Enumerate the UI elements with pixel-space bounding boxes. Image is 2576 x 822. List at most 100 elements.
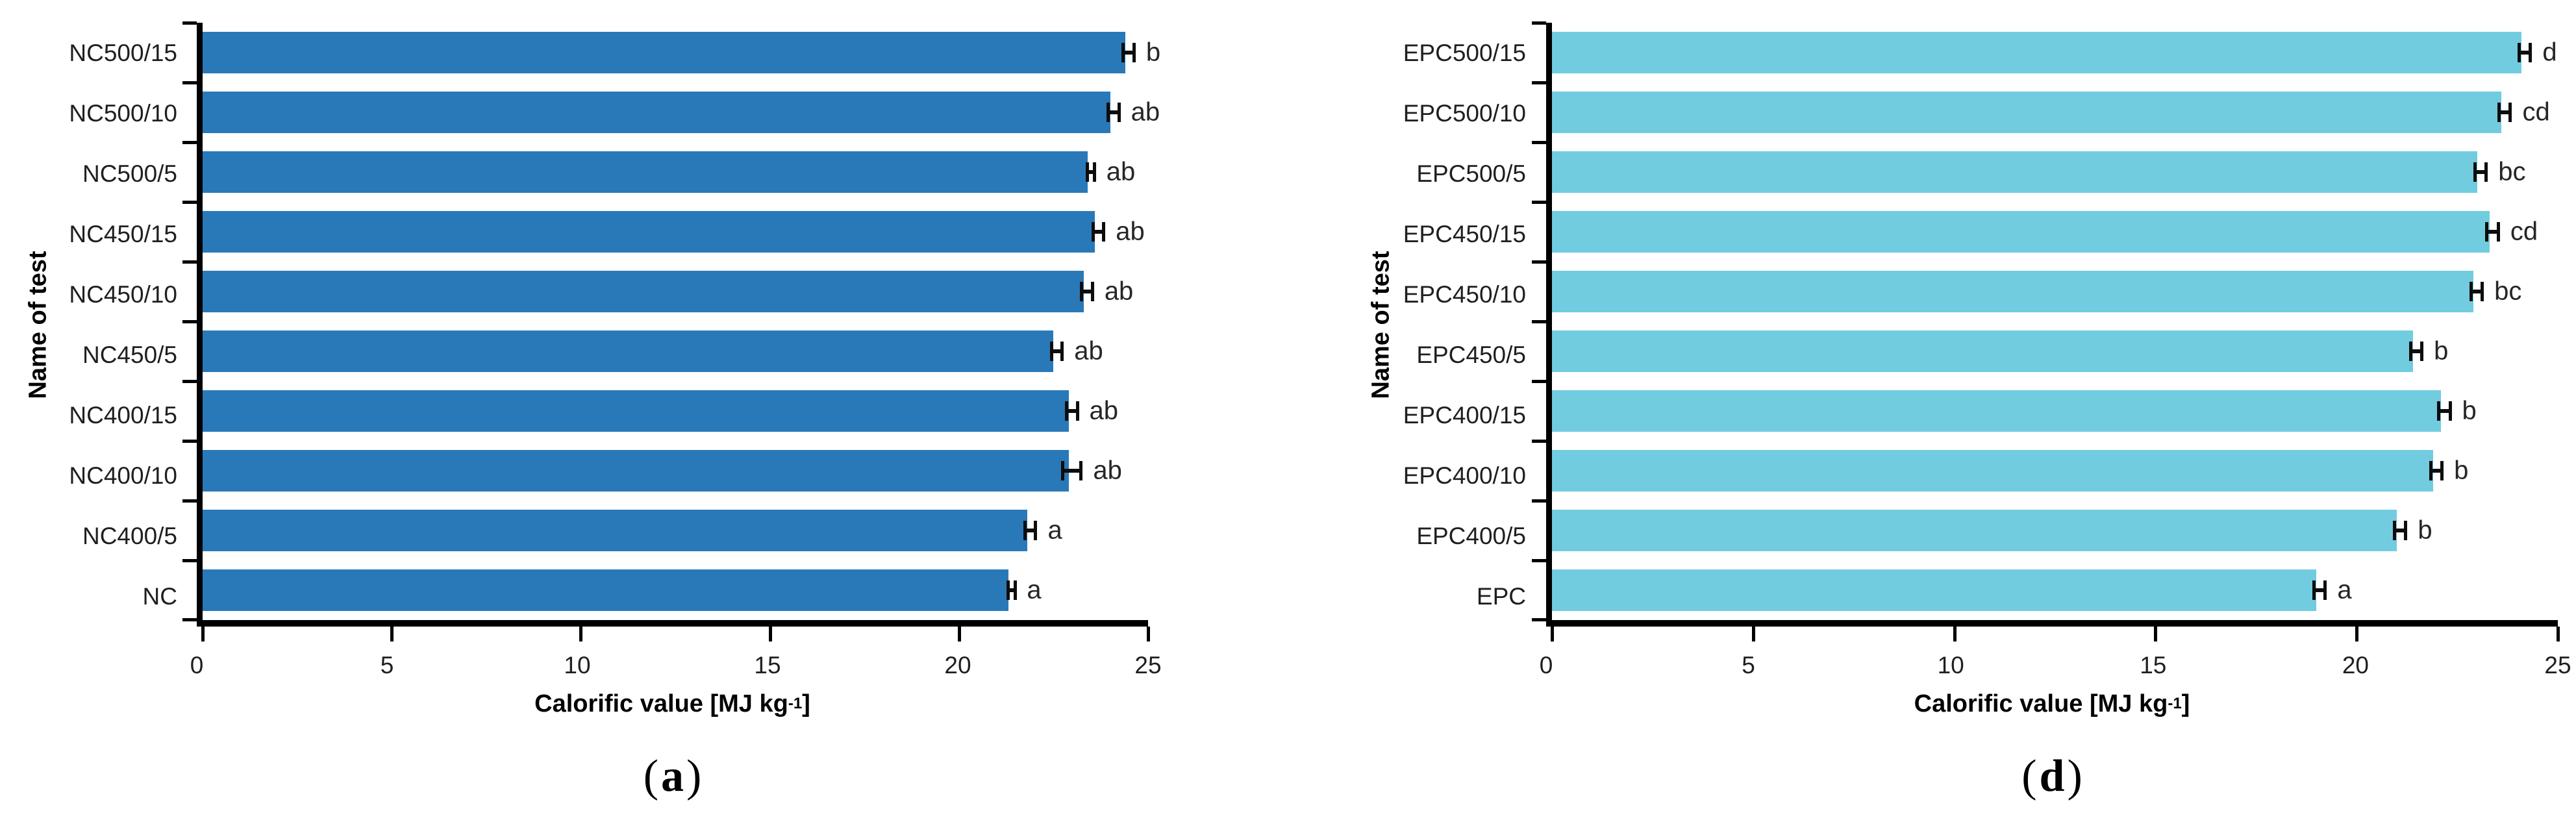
x-axis-tick xyxy=(2557,627,2560,641)
error-bar xyxy=(1023,521,1038,540)
y-axis-tick xyxy=(182,201,197,204)
category-label: NC xyxy=(142,582,177,610)
data-bar xyxy=(1552,210,2490,253)
x-axis-tick xyxy=(1551,627,1554,641)
x-tick-label: 20 xyxy=(944,652,971,679)
x-axis-tick xyxy=(2154,627,2158,641)
x-tick-label: 15 xyxy=(2140,652,2167,679)
panel-caption-a: (a) xyxy=(197,739,1148,814)
bar-row: ab xyxy=(203,441,1148,501)
significance-letter: cd xyxy=(2510,217,2538,246)
x-tick-label: 10 xyxy=(564,652,591,679)
data-bar xyxy=(1552,91,2502,134)
significance-letter: ab xyxy=(1093,456,1122,485)
data-bar xyxy=(203,569,1008,612)
x-axis-title-a: Calorific value [MJ kg -1] xyxy=(534,690,810,717)
y-axis-tick xyxy=(1532,499,1546,503)
x-axis-tick xyxy=(201,627,205,641)
x-axis-title-main-d: Calorific value [MJ kg xyxy=(1914,690,2168,717)
category-label: NC450/10 xyxy=(69,280,177,308)
data-bar xyxy=(203,91,1110,134)
y-axis-tick xyxy=(182,559,197,562)
x-tick-label: 20 xyxy=(2342,652,2369,679)
x-axis-tick xyxy=(1953,627,1957,641)
category-label: EPC500/15 xyxy=(1403,39,1526,66)
bar-row: ab xyxy=(203,82,1160,142)
bar-row: b xyxy=(203,23,1160,82)
error-bar xyxy=(2408,342,2424,361)
bar-row: ab xyxy=(203,202,1148,262)
significance-letter: ab xyxy=(1106,157,1136,186)
y-axis-tick xyxy=(1532,320,1546,323)
data-bar xyxy=(203,210,1095,253)
significance-letter: b xyxy=(2434,336,2449,366)
bar-row: cd xyxy=(1552,82,2558,142)
plot-area-a: b ab ab ab ab ab ab ab a a xyxy=(182,21,1160,641)
significance-letter: bc xyxy=(2494,277,2522,306)
significance-letter: d xyxy=(2542,38,2557,67)
significance-letter: b xyxy=(1145,38,1161,67)
x-tick-label: 25 xyxy=(2544,652,2571,679)
y-axis-tick xyxy=(182,21,197,25)
y-axis-tick xyxy=(1532,440,1546,443)
category-label: NC450/5 xyxy=(82,341,177,368)
panel-caption-d: (d) xyxy=(1546,739,2558,814)
data-bar xyxy=(1552,569,2317,612)
error-bar xyxy=(2518,43,2532,62)
error-bar xyxy=(1091,222,1106,242)
bar-row: b xyxy=(1552,441,2558,501)
bar-row: ab xyxy=(203,142,1148,202)
bar-row: a xyxy=(203,501,1148,560)
x-axis-tick xyxy=(768,627,772,641)
error-bar xyxy=(2473,162,2488,182)
bar-row: b xyxy=(1552,501,2558,560)
significance-letter: ab xyxy=(1116,217,1145,246)
error-bar xyxy=(1121,43,1136,62)
category-label: EPC xyxy=(1476,582,1526,610)
error-bar xyxy=(1085,162,1096,182)
data-bar xyxy=(203,31,1126,74)
bar-row: ab xyxy=(203,381,1148,441)
significance-letter: ab xyxy=(1104,277,1134,306)
y-axis-tick xyxy=(182,141,197,144)
significance-letter: b xyxy=(2462,396,2477,425)
significance-letter: b xyxy=(2454,456,2469,485)
significance-letter: bc xyxy=(2498,157,2526,186)
x-tick-label: 0 xyxy=(1539,652,1553,679)
x-axis-title-close-a: ] xyxy=(802,690,810,717)
bar-row: cd xyxy=(1552,202,2558,262)
category-labels-d: EPC500/15 EPC500/10 EPC500/5 EPC450/15 EPC45… xyxy=(1369,23,1526,627)
y-axis-tick xyxy=(182,380,197,383)
error-bar xyxy=(2485,222,2500,242)
category-labels-a: NC500/15 NC500/10 NC500/5 NC450/15 NC450/10 N… xyxy=(26,23,177,627)
caption-open-paren-a: ( xyxy=(643,751,658,801)
category-label: EPC500/5 xyxy=(1416,160,1526,187)
data-bar xyxy=(1552,449,2433,492)
caption-close-paren-d: ) xyxy=(2067,751,2082,801)
significance-letter: a xyxy=(1047,516,1062,545)
category-label: EPC500/10 xyxy=(1403,99,1526,127)
x-tick-labels-d: 0 5 10 15 20 25 xyxy=(1540,648,2571,683)
x-tick-labels-a: 0 5 10 15 20 25 xyxy=(190,648,1162,683)
y-axis-tick xyxy=(182,499,197,503)
data-bar xyxy=(203,449,1069,492)
category-label: EPC450/15 xyxy=(1403,220,1526,247)
error-bar xyxy=(1106,103,1121,122)
error-bar xyxy=(1049,342,1064,361)
data-bar xyxy=(1552,509,2397,552)
caption-letter-a: a xyxy=(661,751,684,801)
y-axis-tick xyxy=(1532,618,1546,621)
bar-row: ab xyxy=(203,262,1148,321)
bar-row: a xyxy=(203,560,1148,620)
caption-letter-d: d xyxy=(2039,751,2065,801)
x-tick-label: 5 xyxy=(380,652,394,679)
category-label: NC400/15 xyxy=(69,401,177,429)
significance-letter: ab xyxy=(1089,396,1119,425)
category-label: NC450/15 xyxy=(69,220,177,247)
category-label: EPC450/10 xyxy=(1403,280,1526,308)
y-axis-tick xyxy=(1532,21,1546,25)
error-bar xyxy=(2429,461,2444,480)
error-bar xyxy=(1064,401,1079,421)
caption-open-paren-d: ( xyxy=(2021,751,2037,801)
x-tick-label: 0 xyxy=(190,652,204,679)
